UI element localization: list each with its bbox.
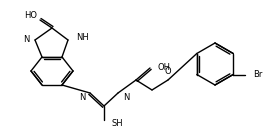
Text: N: N: [79, 94, 85, 103]
Text: Br: Br: [253, 70, 263, 79]
Text: SH: SH: [112, 118, 124, 128]
Text: O: O: [165, 67, 171, 75]
Text: N: N: [23, 35, 29, 44]
Text: HO: HO: [25, 12, 38, 21]
Text: N: N: [123, 94, 129, 103]
Text: NH: NH: [76, 33, 89, 42]
Text: OH: OH: [158, 63, 171, 72]
